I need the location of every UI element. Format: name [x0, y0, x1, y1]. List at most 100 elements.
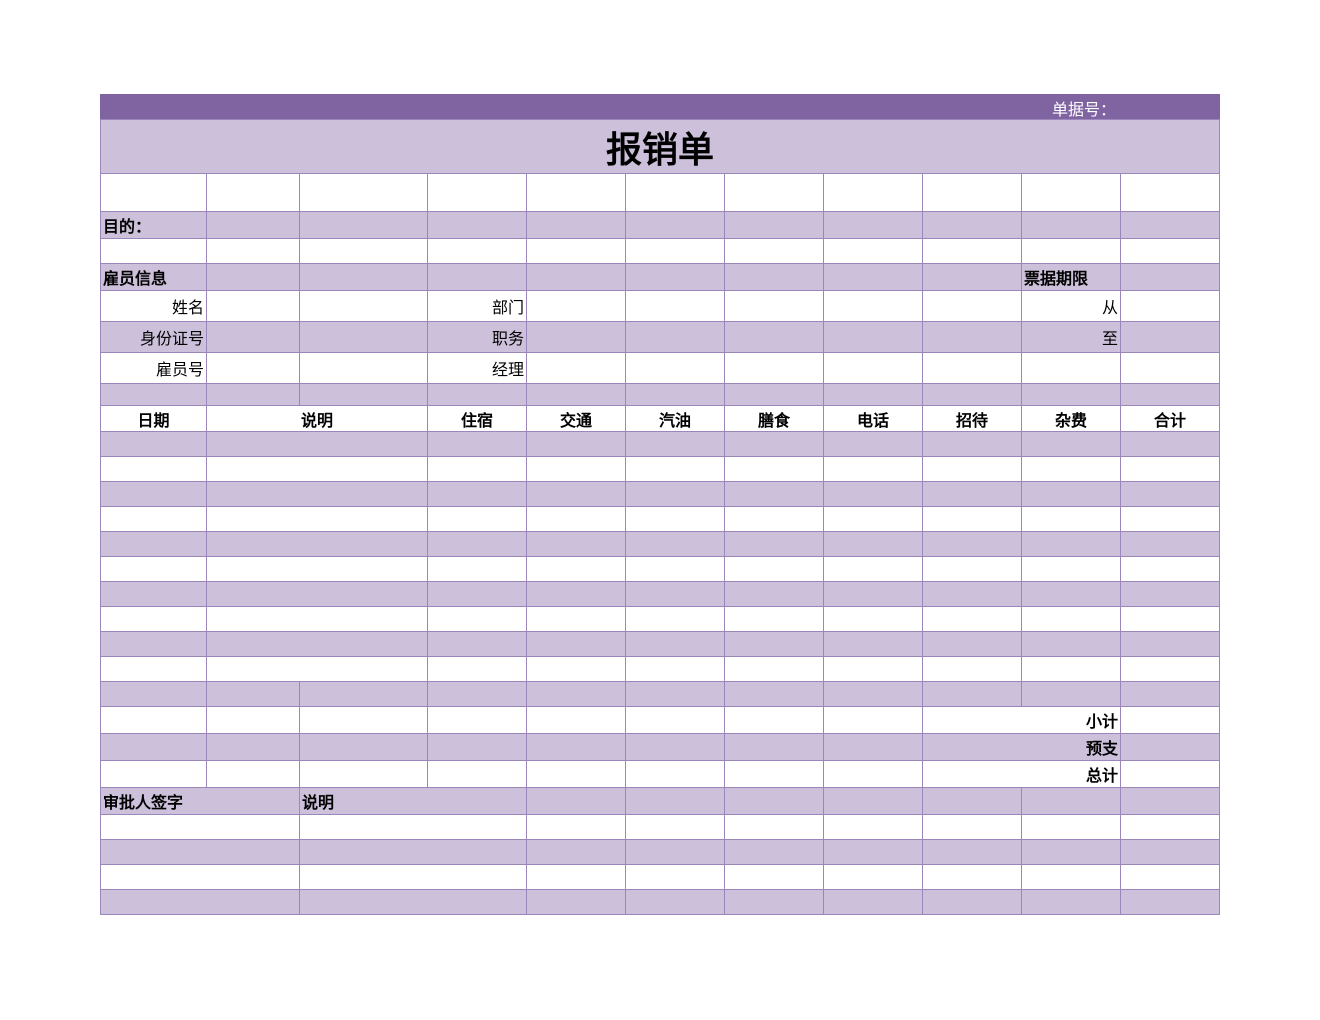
cell	[526, 211, 626, 239]
cell	[1021, 787, 1121, 815]
cell	[823, 656, 923, 682]
cell	[100, 383, 207, 406]
cell	[922, 531, 1022, 557]
label-cell: 从	[1021, 290, 1121, 322]
cell	[526, 556, 626, 582]
cell	[526, 581, 626, 607]
cell	[206, 173, 300, 212]
cell	[625, 352, 725, 384]
cell	[1120, 606, 1220, 632]
cell	[823, 839, 923, 865]
cell	[427, 456, 527, 482]
cell	[1120, 681, 1220, 707]
cell	[427, 556, 527, 582]
cell	[1021, 556, 1121, 582]
cell	[625, 581, 725, 607]
label-cell: 总计	[922, 760, 1121, 788]
label-cell: 汽油	[625, 405, 725, 432]
label-cell: 说明	[206, 405, 428, 432]
cell	[1120, 889, 1220, 915]
cell	[625, 506, 725, 532]
cell	[526, 481, 626, 507]
cell	[206, 606, 428, 632]
cell	[724, 352, 824, 384]
cell	[1120, 506, 1220, 532]
label-cell: 杂费	[1021, 405, 1121, 432]
cell	[625, 431, 725, 457]
label-cell: 雇员信息	[100, 263, 207, 291]
cell	[922, 263, 1022, 291]
cell	[724, 481, 824, 507]
label-cell: 姓名	[100, 290, 207, 322]
cell	[823, 531, 923, 557]
cell	[206, 631, 428, 657]
cell	[823, 211, 923, 239]
cell	[1021, 211, 1121, 239]
cell	[724, 814, 824, 840]
cell	[823, 352, 923, 384]
cell	[526, 631, 626, 657]
cell	[724, 581, 824, 607]
cell	[427, 383, 527, 406]
cell	[724, 631, 824, 657]
cell	[206, 656, 428, 682]
cell	[1120, 238, 1220, 264]
cell	[625, 481, 725, 507]
cell	[1120, 431, 1220, 457]
label-cell: 报销单	[100, 119, 1220, 174]
cell	[1120, 733, 1220, 761]
cell	[625, 606, 725, 632]
cell	[526, 238, 626, 264]
cell	[625, 456, 725, 482]
cell	[922, 173, 1022, 212]
cell	[1120, 383, 1220, 406]
label-cell: 日期	[100, 405, 207, 432]
label-cell: 小计	[922, 706, 1121, 734]
cell	[1021, 531, 1121, 557]
cell	[922, 456, 1022, 482]
cell	[625, 760, 725, 788]
label-cell: 票据期限	[1021, 263, 1121, 291]
cell	[206, 760, 300, 788]
cell	[1120, 290, 1220, 322]
cell	[526, 506, 626, 532]
cell	[206, 321, 300, 353]
cell	[100, 864, 300, 890]
cell	[724, 290, 824, 322]
cell	[427, 481, 527, 507]
cell	[1120, 787, 1220, 815]
cell	[1120, 173, 1220, 212]
label-cell: 部门	[427, 290, 527, 322]
cell	[625, 787, 725, 815]
cell	[1021, 631, 1121, 657]
cell	[1120, 263, 1220, 291]
cell	[823, 556, 923, 582]
cell	[526, 681, 626, 707]
cell	[922, 656, 1022, 682]
cell	[1120, 839, 1220, 865]
cell	[1120, 656, 1220, 682]
cell	[299, 760, 428, 788]
cell	[526, 733, 626, 761]
cell	[526, 431, 626, 457]
cell	[100, 456, 207, 482]
cell	[100, 706, 207, 734]
label-cell: 目的：	[100, 211, 207, 239]
cell	[823, 706, 923, 734]
cell	[724, 656, 824, 682]
header-bar: 单据号：	[100, 94, 1220, 119]
cell	[1021, 606, 1121, 632]
cell	[724, 383, 824, 406]
cell	[625, 839, 725, 865]
label-cell: 电话	[823, 405, 923, 432]
cell	[625, 238, 725, 264]
cell	[1120, 631, 1220, 657]
cell	[299, 352, 428, 384]
cell	[724, 321, 824, 353]
cell	[100, 238, 207, 264]
cell	[206, 352, 300, 384]
cell	[724, 864, 824, 890]
cell	[427, 581, 527, 607]
cell	[206, 706, 300, 734]
cell	[206, 481, 428, 507]
